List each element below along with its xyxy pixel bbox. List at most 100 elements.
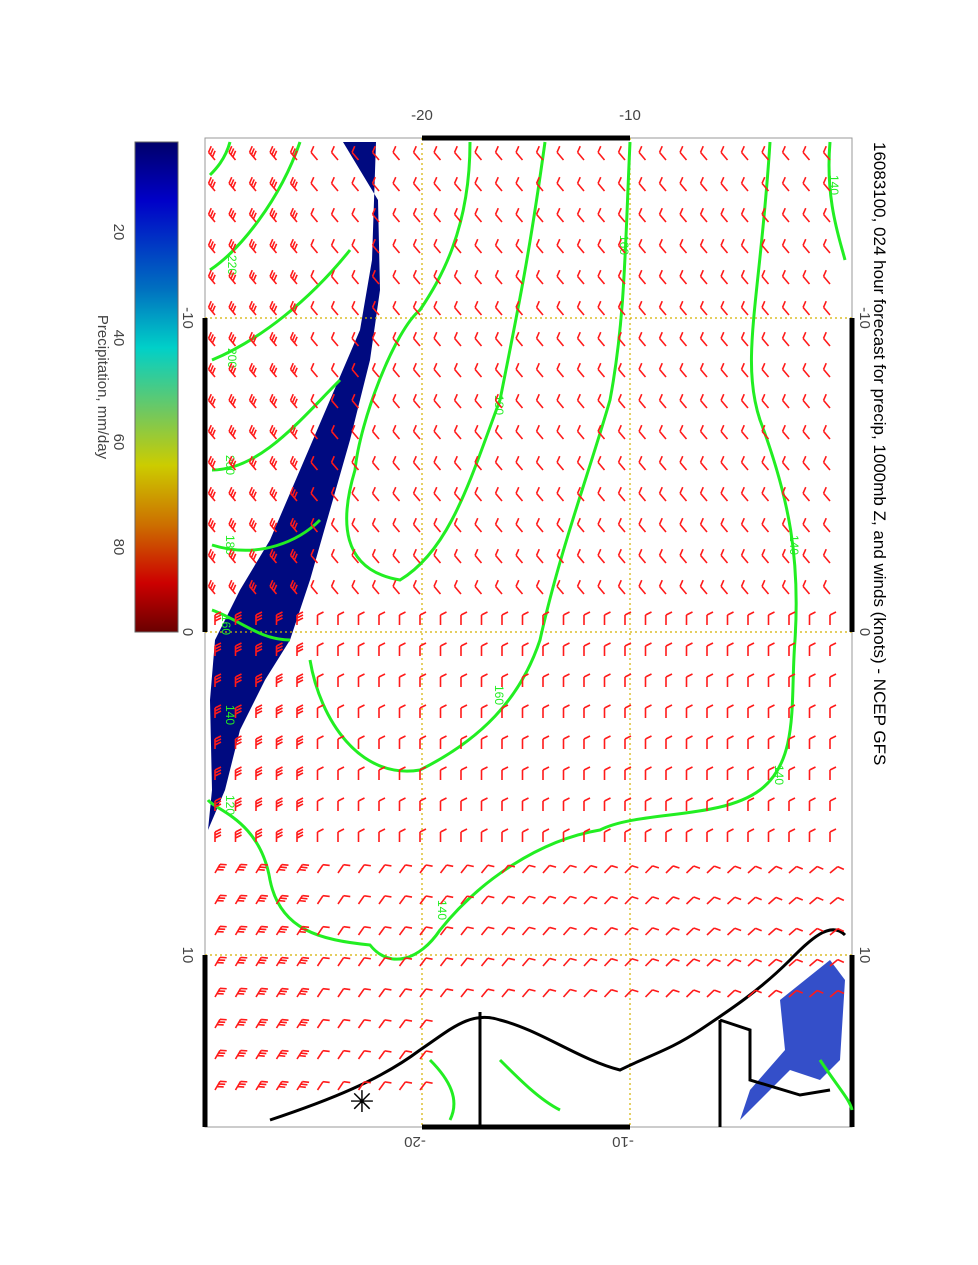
wind-barb: [392, 269, 401, 285]
wind-barb: [597, 548, 606, 564]
wind-barb: [679, 207, 688, 223]
wind-barb: [740, 579, 749, 595]
wind-barb: [576, 579, 585, 595]
wind-barb: [330, 145, 339, 161]
colorbar: [134, 141, 179, 633]
wind-barb: [802, 362, 811, 378]
wind-barb: [788, 673, 796, 687]
wind-barb: [624, 828, 632, 842]
wind-barb: [515, 455, 524, 471]
wind-barb: [706, 927, 721, 936]
wind-barb: [706, 828, 714, 842]
wind-barb: [357, 704, 365, 718]
wind-barb: [788, 766, 796, 780]
wind-barb: [460, 735, 468, 749]
wind-barb: [255, 611, 263, 625]
wind-barb: [378, 735, 386, 749]
wind-barb: [337, 735, 345, 749]
wind-barb: [535, 517, 544, 533]
wind-barb: [234, 925, 248, 936]
wind-barb: [665, 735, 673, 749]
wind-barb: [603, 828, 611, 842]
wind-barb: [419, 642, 427, 656]
wind-barb: [597, 362, 606, 378]
wind-barb: [378, 1050, 392, 1060]
wind-barb: [597, 300, 606, 316]
wind-barb: [808, 797, 816, 811]
axis-ticks: [202, 135, 855, 1130]
wind-barb: [720, 300, 729, 316]
wind-barb: [802, 424, 811, 440]
wind-barb: [296, 925, 310, 936]
wind-barb: [556, 145, 565, 161]
wind-barb: [535, 548, 544, 564]
wind-barb: [706, 958, 721, 967]
wind-barb: [665, 865, 680, 874]
wind-barb: [275, 925, 289, 936]
wind-barb: [740, 269, 749, 285]
wind-barb: [747, 828, 755, 842]
wind-barb: [439, 957, 454, 967]
wind-barb: [761, 486, 770, 502]
wind-barb: [597, 331, 606, 347]
wind-barb: [699, 393, 708, 409]
wind-barb: [624, 865, 639, 874]
wind-barb: [576, 424, 585, 440]
wind-barb: [501, 766, 509, 780]
wind-barb: [207, 176, 216, 192]
wind-barb: [699, 176, 708, 192]
contour-label: 160: [219, 615, 233, 635]
wind-barb: [617, 424, 626, 440]
wind-barb: [289, 238, 298, 254]
wind-barb: [761, 238, 770, 254]
wind-barb: [542, 611, 550, 625]
wind-barb: [310, 300, 319, 316]
wind-barb: [419, 1019, 433, 1029]
wind-barb: [207, 455, 216, 471]
wind-barb: [822, 579, 831, 595]
wind-barb: [310, 269, 319, 285]
wind-barb: [562, 704, 570, 718]
wind-barb: [248, 486, 257, 502]
wind-barb: [357, 925, 371, 936]
wind-barb: [542, 642, 550, 656]
wind-barb: [289, 269, 298, 285]
wind-barb: [392, 207, 401, 223]
wind-barb: [685, 797, 693, 811]
wind-barb: [802, 176, 811, 192]
wind-barb: [556, 393, 565, 409]
wind-barb: [275, 1049, 289, 1060]
wind-barb: [603, 673, 611, 687]
wind-barb: [337, 611, 345, 625]
wind-barb: [494, 300, 503, 316]
wind-barb: [542, 673, 550, 687]
wind-barb: [515, 238, 524, 254]
wind-barb: [562, 895, 577, 905]
wind-barb: [603, 797, 611, 811]
wind-barb: [453, 331, 462, 347]
wind-barb: [761, 362, 770, 378]
wind-barb: [501, 673, 509, 687]
wind-barb: [617, 455, 626, 471]
wind-barb: [310, 176, 319, 192]
wind-barb: [337, 642, 345, 656]
wind-barb: [740, 486, 749, 502]
wind-barb: [802, 300, 811, 316]
wind-barb: [337, 894, 351, 905]
wind-barb: [419, 673, 427, 687]
wind-barb: [412, 300, 421, 316]
wind-barb: [747, 865, 762, 874]
wind-barb: [433, 579, 442, 595]
wind-barb: [761, 548, 770, 564]
wind-barb: [351, 486, 360, 502]
wind-barb: [781, 331, 790, 347]
wind-barb: [829, 865, 845, 874]
wind-barb: [419, 704, 427, 718]
wind-barb: [234, 611, 242, 625]
wind-barb: [740, 517, 749, 533]
wind-barb: [562, 864, 577, 874]
wind-barb: [214, 766, 222, 780]
wind-barb: [234, 1080, 248, 1091]
wind-barb: [781, 145, 790, 161]
wind-barb: [562, 673, 570, 687]
